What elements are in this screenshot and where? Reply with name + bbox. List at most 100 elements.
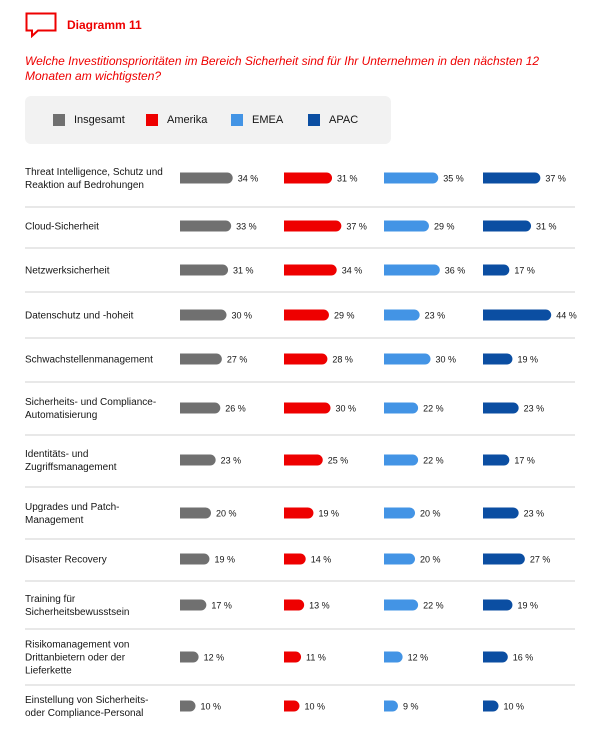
category-label: Einstellung von Sicherheits- xyxy=(25,695,148,706)
bar-apac xyxy=(483,599,513,611)
data-label: 29 % xyxy=(334,311,355,321)
data-label: 20 % xyxy=(420,555,441,565)
category-label: Lieferkette xyxy=(25,666,72,677)
bar-insgesamt xyxy=(180,553,210,565)
bar-apac xyxy=(483,309,552,321)
bar-emea xyxy=(384,700,398,712)
data-label: 30 % xyxy=(232,311,253,321)
bar-emea xyxy=(384,599,419,611)
category-label: Risikomanagement von xyxy=(25,640,130,651)
data-label: 31 % xyxy=(337,174,358,184)
data-label: 20 % xyxy=(216,509,237,519)
bar-apac xyxy=(483,264,510,276)
bar-amerika xyxy=(284,220,342,232)
bar-emea xyxy=(384,264,440,276)
data-label: 33 % xyxy=(236,222,257,232)
bar-insgesamt xyxy=(180,700,196,712)
data-label: 13 % xyxy=(309,601,330,611)
data-label: 25 % xyxy=(328,456,349,466)
legend-label: APAC xyxy=(329,114,359,126)
bar-insgesamt xyxy=(180,220,232,232)
bar-emea xyxy=(384,402,419,414)
bar-apac xyxy=(483,507,519,519)
data-label: 17 % xyxy=(514,456,535,466)
legend-label: Amerika xyxy=(167,114,208,126)
data-label: 17 % xyxy=(514,266,535,276)
category-label: Drittanbietern oder der xyxy=(25,653,126,664)
bar-apac xyxy=(483,402,519,414)
data-label: 19 % xyxy=(214,555,235,565)
data-label: 23 % xyxy=(524,509,545,519)
bar-amerika xyxy=(284,599,305,611)
bar-apac xyxy=(483,353,513,365)
category-label: Threat Intelligence, Schutz und xyxy=(25,167,163,178)
category-label: oder Compliance-Personal xyxy=(25,708,143,719)
bar-apac xyxy=(483,651,508,663)
data-label: 23 % xyxy=(221,456,242,466)
legend-label: EMEA xyxy=(252,114,284,126)
data-label: 20 % xyxy=(420,509,441,519)
data-label: 22 % xyxy=(423,404,444,414)
data-label: 12 % xyxy=(408,653,429,663)
legend: Insgesamt Amerika EMEA APAC xyxy=(25,96,391,144)
legend-swatch xyxy=(146,114,158,126)
data-label: 31 % xyxy=(233,266,254,276)
category-label: Datenschutz und -hoheit xyxy=(25,311,134,322)
data-label: 22 % xyxy=(423,456,444,466)
bar-insgesamt xyxy=(180,172,233,184)
bar-emea xyxy=(384,220,429,232)
bar-insgesamt xyxy=(180,309,227,321)
legend-swatch xyxy=(231,114,243,126)
bar-amerika xyxy=(284,553,306,565)
bar-emea xyxy=(384,454,419,466)
bar-amerika xyxy=(284,353,328,365)
bar-insgesamt xyxy=(180,402,221,414)
data-label: 16 % xyxy=(513,653,534,663)
data-label: 37 % xyxy=(346,222,367,232)
bar-emea xyxy=(384,651,403,663)
figure-header: Diagramm 11 xyxy=(25,12,142,38)
bar-emea xyxy=(384,172,439,184)
data-label: 34 % xyxy=(342,266,363,276)
data-label: 10 % xyxy=(201,702,222,712)
data-label: 19 % xyxy=(318,509,339,519)
bar-emea xyxy=(384,353,431,365)
data-label: 34 % xyxy=(238,174,259,184)
bar-apac xyxy=(483,700,499,712)
bar-emea xyxy=(384,507,415,519)
bar-insgesamt xyxy=(180,651,199,663)
data-label: 11 % xyxy=(306,653,326,663)
data-label: 30 % xyxy=(436,355,457,365)
category-label: Cloud-Sicherheit xyxy=(25,222,99,233)
bar-emea xyxy=(384,309,420,321)
data-label: 10 % xyxy=(305,702,326,712)
bar-amerika xyxy=(284,402,331,414)
bar-amerika xyxy=(284,454,323,466)
legend-swatch xyxy=(308,114,320,126)
category-label: Reaktion auf Bedrohungen xyxy=(25,180,144,191)
data-label: 19 % xyxy=(517,601,538,611)
data-label: 31 % xyxy=(536,222,557,232)
figure-label: Diagramm 11 xyxy=(67,18,142,32)
bar-apac xyxy=(483,172,541,184)
category-label: Automatisierung xyxy=(25,410,97,421)
data-label: 29 % xyxy=(434,222,455,232)
bar-amerika xyxy=(284,309,329,321)
legend-item-amerika: Amerika xyxy=(146,114,207,126)
bar-apac xyxy=(483,220,532,232)
legend-item-insgesamt: Insgesamt xyxy=(53,114,125,126)
bar-emea xyxy=(384,553,415,565)
bar-apac xyxy=(483,553,525,565)
bar-insgesamt xyxy=(180,264,229,276)
bar-amerika xyxy=(284,507,314,519)
data-label: 9 % xyxy=(403,702,419,712)
category-label: Zugriffsmanagement xyxy=(25,462,117,473)
category-label: Sicherheits- und Compliance- xyxy=(25,397,156,408)
data-label: 17 % xyxy=(211,601,232,611)
category-label: Training für xyxy=(25,594,76,605)
legend-swatch xyxy=(53,114,65,126)
data-label: 44 % xyxy=(556,311,577,321)
bar-apac xyxy=(483,454,510,466)
data-label: 23 % xyxy=(425,311,446,321)
bar-amerika xyxy=(284,700,300,712)
